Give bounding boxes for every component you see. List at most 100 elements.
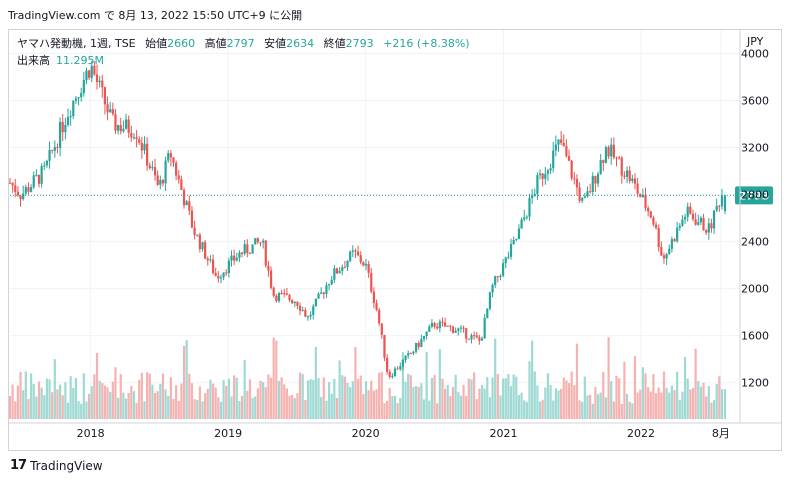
time-tick-label: 2018 bbox=[77, 427, 105, 440]
volume-bar bbox=[681, 391, 684, 419]
volume-bar bbox=[573, 385, 576, 419]
volume-bar bbox=[246, 390, 249, 419]
volume-bar bbox=[557, 390, 560, 419]
candle-body bbox=[668, 248, 671, 255]
volume-bar bbox=[19, 371, 22, 419]
volume-bar bbox=[451, 387, 455, 419]
price-tick-label: 2800 bbox=[741, 189, 769, 202]
volume-bar bbox=[267, 374, 270, 419]
time-tick-label: 2022 bbox=[627, 427, 655, 440]
volume-bar bbox=[560, 388, 563, 419]
volume-bar bbox=[644, 373, 647, 419]
candle-body bbox=[401, 359, 405, 367]
volume-bar bbox=[148, 373, 151, 419]
candle-body bbox=[167, 153, 170, 161]
candle-body bbox=[267, 265, 270, 271]
volume-bar bbox=[85, 401, 88, 419]
candle-body bbox=[219, 277, 223, 279]
volume-bar bbox=[718, 376, 721, 419]
volume-bar bbox=[122, 392, 125, 419]
candle-body bbox=[277, 292, 281, 301]
volume-bar bbox=[470, 379, 473, 419]
volume-bar bbox=[583, 376, 586, 419]
volume-bar bbox=[372, 390, 376, 419]
volume-bar bbox=[24, 371, 27, 419]
candle-body bbox=[148, 165, 151, 169]
volume-bar bbox=[417, 386, 420, 419]
candle-body bbox=[641, 194, 644, 198]
volume-bar bbox=[422, 399, 426, 419]
volume-bar bbox=[167, 395, 170, 419]
candle-body bbox=[457, 328, 460, 331]
candle-body bbox=[375, 303, 378, 310]
volume-bar bbox=[633, 356, 637, 419]
candle-body bbox=[349, 251, 352, 261]
candle-body bbox=[707, 223, 710, 233]
candle-body bbox=[370, 272, 373, 292]
volume-bar bbox=[430, 378, 434, 419]
volume-bar bbox=[214, 387, 217, 419]
candle-body bbox=[151, 167, 154, 169]
candle-body bbox=[697, 222, 700, 225]
volume-bar bbox=[459, 395, 463, 419]
candle-body bbox=[649, 211, 652, 218]
candle-body bbox=[705, 230, 708, 233]
volume-bar bbox=[256, 388, 259, 419]
volume-bar bbox=[35, 396, 38, 419]
candle-body bbox=[320, 292, 323, 294]
candle-body bbox=[24, 187, 27, 194]
candle-body bbox=[29, 187, 33, 192]
volume-bar bbox=[720, 389, 724, 419]
volume-bar bbox=[277, 380, 281, 419]
candle-body bbox=[596, 173, 600, 184]
candle-body bbox=[554, 144, 557, 151]
symbol-label: ヤマハ発動機, 1週, TSE bbox=[17, 37, 136, 50]
volume-bar bbox=[40, 387, 43, 419]
volume-bar bbox=[335, 398, 339, 419]
candle-body bbox=[715, 205, 718, 211]
volume-bar bbox=[351, 381, 354, 419]
candle-body bbox=[338, 270, 341, 274]
candle-body bbox=[359, 255, 362, 263]
candle-body bbox=[146, 143, 149, 166]
candle-body bbox=[449, 325, 452, 327]
candle-body bbox=[670, 239, 673, 249]
candle-body bbox=[330, 279, 333, 285]
candle-body bbox=[430, 323, 434, 327]
candle-body bbox=[407, 353, 410, 356]
candle-body bbox=[182, 189, 186, 206]
candle-body bbox=[591, 175, 594, 192]
candle-body bbox=[227, 260, 230, 274]
tradingview-logo[interactable]: 17 TradingView bbox=[10, 458, 103, 473]
volume-bar bbox=[346, 382, 349, 419]
volume-bar bbox=[14, 401, 17, 419]
volume-bar bbox=[53, 359, 56, 419]
volume-bar bbox=[135, 403, 138, 419]
candle-body bbox=[486, 308, 489, 319]
candle-body bbox=[428, 326, 431, 332]
candle-body bbox=[686, 206, 689, 217]
volume-bar bbox=[45, 378, 49, 419]
high-value: 2797 bbox=[226, 37, 255, 50]
volume-bar bbox=[575, 343, 579, 419]
candle-body bbox=[262, 240, 265, 243]
volume-bar bbox=[312, 380, 315, 419]
candle-body bbox=[93, 65, 96, 75]
volume-bar bbox=[565, 380, 568, 419]
volume-bars bbox=[8, 337, 727, 419]
volume-bar bbox=[138, 379, 141, 419]
candle-body bbox=[51, 149, 54, 151]
candle-body bbox=[654, 224, 658, 228]
candle-body bbox=[204, 242, 207, 259]
volume-bar bbox=[636, 392, 639, 419]
volume-bar bbox=[72, 387, 75, 419]
candle-body bbox=[37, 174, 41, 184]
volume-bar bbox=[140, 372, 143, 419]
candle-body bbox=[573, 178, 576, 180]
candle-body bbox=[322, 292, 325, 294]
volume-bar bbox=[683, 357, 687, 419]
volume-bar bbox=[114, 367, 117, 419]
volume-bar bbox=[694, 348, 697, 419]
candle-body bbox=[111, 109, 114, 115]
